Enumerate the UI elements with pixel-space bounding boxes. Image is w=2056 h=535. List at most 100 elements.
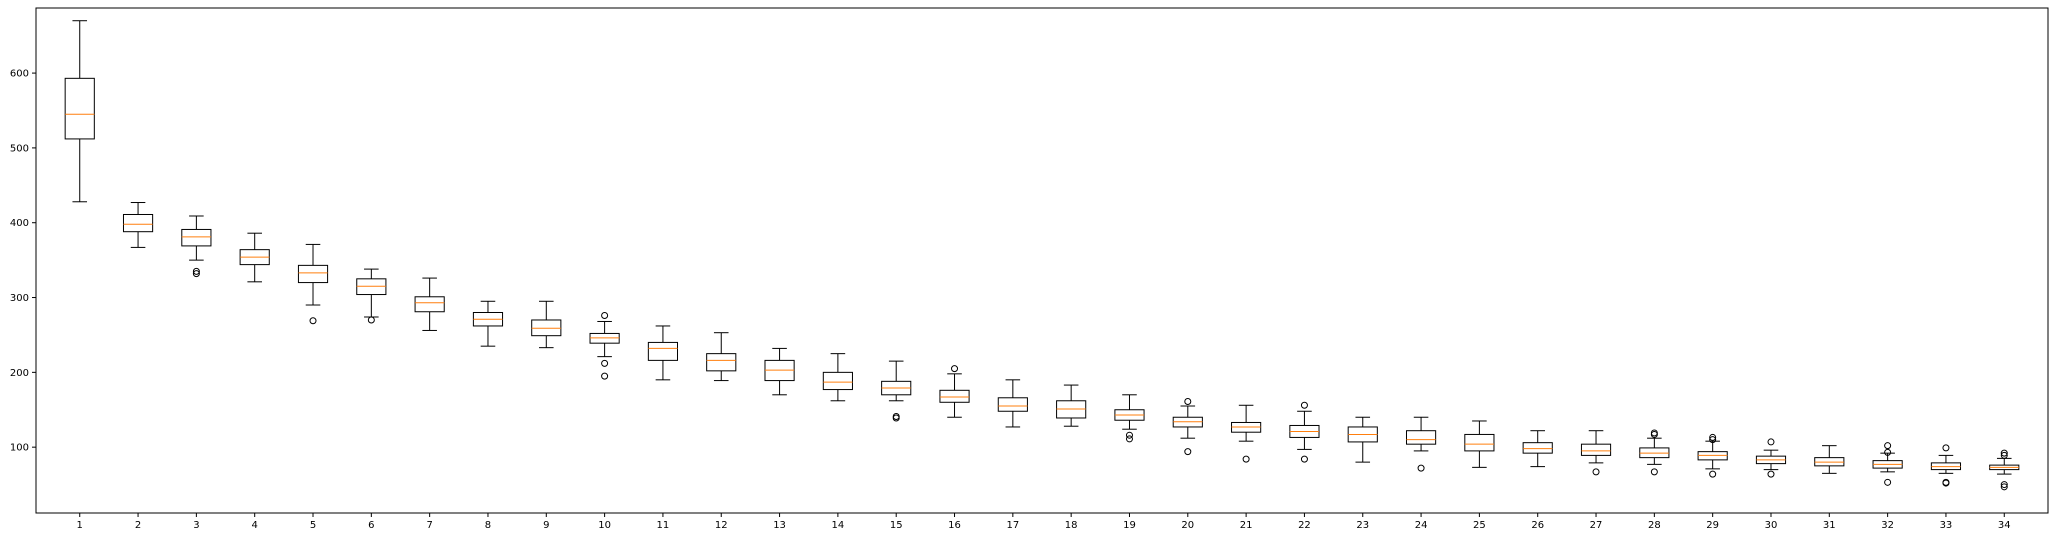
x-tick-label: 19: [1123, 520, 1136, 531]
iqr-box: [1464, 433, 1495, 452]
outlier-point: [2000, 449, 2008, 457]
outlier-point: [601, 372, 609, 380]
box-17: [997, 379, 1028, 428]
box-11: [647, 325, 679, 381]
box-23: [1347, 416, 1378, 463]
outlier-point: [601, 311, 609, 319]
x-tick-label: 26: [1531, 520, 1544, 531]
iqr-box: [939, 389, 970, 403]
iqr-box: [64, 77, 95, 140]
iqr-box: [181, 228, 212, 247]
outlier-point: [309, 317, 317, 325]
x-axis: 1 2 3 4 5 6 7 8 9 10 11 12 13 14 15 16 17 18 19 20 21 22 23 24 2…: [77, 513, 2011, 531]
x-tick-label: 30: [1765, 520, 1778, 531]
box-24: [1405, 416, 1437, 472]
outlier-point: [1592, 468, 1600, 476]
box-12: [706, 332, 737, 382]
outlier-point: [1125, 431, 1133, 439]
outlier-point: [1709, 433, 1717, 441]
x-tick-label: 14: [832, 520, 845, 531]
box-4: [239, 232, 270, 283]
x-tick-label: 31: [1823, 520, 1836, 531]
x-tick-label: 13: [773, 520, 786, 531]
box-19: [1114, 394, 1145, 443]
iqr-box: [997, 397, 1028, 412]
outlier-point: [1942, 444, 1950, 452]
box-6: [356, 268, 387, 324]
x-tick-label: 8: [485, 520, 491, 531]
box-30: [1755, 438, 1787, 478]
outlier-point: [1709, 470, 1717, 478]
iqr-box: [1405, 430, 1437, 445]
iqr-box: [297, 264, 329, 284]
x-tick-label: 28: [1648, 520, 1661, 531]
box-7: [414, 277, 445, 331]
y-tick-label: 600: [10, 69, 29, 80]
outlier-point: [951, 365, 959, 373]
box-3: [181, 215, 212, 278]
outlier-point: [1650, 429, 1658, 437]
outlier-point: [192, 270, 200, 278]
y-axis: 100 200 300 400 500 600: [10, 69, 36, 454]
outlier-point: [367, 316, 375, 324]
x-tick-label: 20: [1181, 520, 1194, 531]
box-8: [472, 300, 504, 347]
box-26: [1522, 430, 1553, 468]
outlier-point: [1884, 442, 1892, 450]
x-tick-label: 3: [193, 520, 199, 531]
x-tick-label: 24: [1415, 520, 1428, 531]
x-tick-label: 7: [426, 520, 432, 531]
box-29: [1697, 433, 1728, 478]
box-33: [1930, 444, 1962, 487]
y-tick-label: 400: [10, 218, 29, 229]
outlier-point: [892, 412, 900, 420]
outlier-point: [1300, 455, 1308, 463]
outlier-point: [1709, 436, 1717, 444]
iqr-box: [122, 213, 154, 233]
box-28: [1639, 429, 1670, 476]
outlier-point: [1417, 464, 1425, 472]
x-tick-label: 15: [890, 520, 903, 531]
outlier-point: [1300, 401, 1308, 409]
x-tick-label: 11: [657, 520, 670, 531]
outlier-point: [1125, 435, 1133, 443]
x-tick-label: 16: [948, 520, 961, 531]
x-tick-label: 9: [543, 520, 549, 531]
outlier-point: [1884, 448, 1892, 456]
box-25: [1464, 420, 1495, 468]
outlier-point: [2000, 481, 2008, 489]
box-31: [1814, 445, 1845, 474]
box-5: [297, 243, 329, 325]
iqr-box: [706, 353, 737, 372]
box-18: [1056, 384, 1087, 427]
x-tick-label: 21: [1240, 520, 1253, 531]
x-tick-label: 22: [1298, 520, 1311, 531]
box-34: [1989, 449, 2020, 491]
x-tick-label: 10: [598, 520, 611, 531]
x-tick-label: 32: [1881, 520, 1894, 531]
box-15: [881, 360, 912, 422]
outlier-point: [601, 359, 609, 367]
box-22: [1289, 401, 1320, 463]
box-9: [531, 300, 562, 349]
y-tick-label: 300: [10, 293, 29, 304]
outlier-point: [1767, 470, 1775, 478]
x-tick-label: 17: [1006, 520, 1019, 531]
x-tick-label: 1: [77, 520, 83, 531]
x-tick-label: 27: [1590, 520, 1603, 531]
iqr-box: [1522, 442, 1553, 454]
outlier-point: [1650, 468, 1658, 476]
box-13: [764, 347, 795, 396]
y-tick-label: 200: [10, 368, 29, 379]
x-tick-label: 6: [368, 520, 374, 531]
box-20: [1172, 398, 1203, 456]
plot-area: [64, 20, 2020, 491]
x-tick-label: 5: [310, 520, 316, 531]
y-tick-label: 500: [10, 143, 29, 154]
outlier-point: [1242, 455, 1250, 463]
outlier-point: [1942, 478, 1950, 486]
x-tick-label: 25: [1473, 520, 1486, 531]
axes-frame: [35, 7, 2049, 514]
outlier-point: [192, 267, 200, 275]
